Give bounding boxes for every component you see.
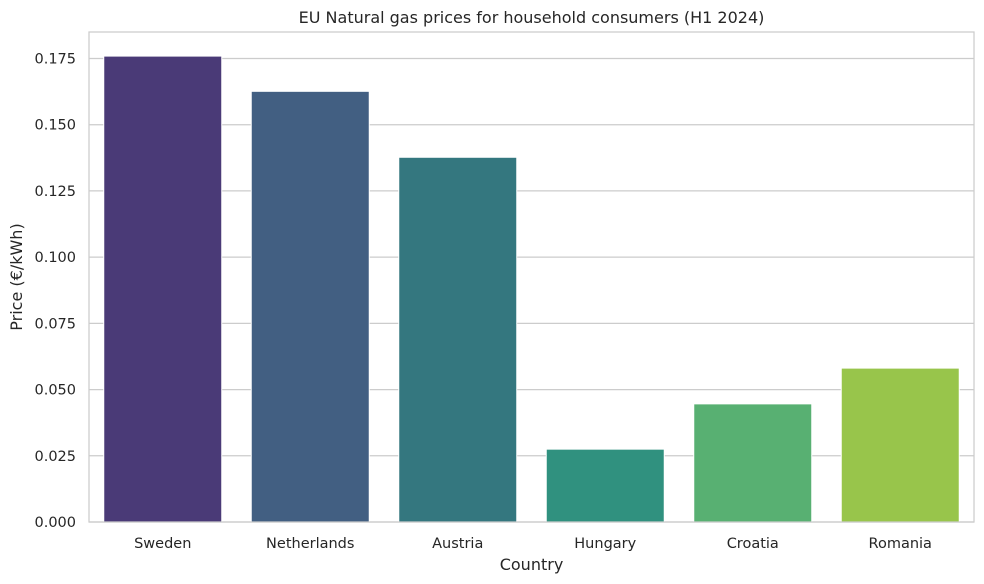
bar-hungary	[545, 448, 665, 523]
y-tick-label: 0.050	[34, 383, 76, 399]
bar-romania	[840, 367, 960, 523]
y-axis-label: Price (€/kWh)	[7, 223, 26, 330]
x-tick-label: Romania	[869, 536, 932, 552]
y-tick-label: 0.025	[34, 449, 76, 465]
gridlines	[89, 57, 974, 523]
y-tick-label: 0.075	[34, 316, 76, 332]
bar-sweden	[103, 55, 223, 523]
x-tick-labels: Sweden Netherlands Austria Hungary Croatia Ro…	[134, 536, 932, 552]
bars	[103, 55, 960, 523]
x-tick-label: Croatia	[727, 536, 779, 552]
bar-netherlands	[250, 90, 370, 523]
bar-austria	[398, 156, 518, 523]
x-tick-label: Netherlands	[266, 536, 354, 552]
chart-title: EU Natural gas prices for household cons…	[299, 8, 765, 27]
y-tick-label: 0.000	[34, 515, 76, 531]
y-tick-label: 0.100	[34, 250, 76, 266]
y-tick-labels: 0.000 0.025 0.050 0.075 0.100 0.125 0.150 0.175	[34, 51, 76, 531]
x-tick-label: Sweden	[134, 536, 191, 552]
y-tick-label: 0.175	[34, 51, 76, 67]
x-axis-label: Country	[500, 555, 564, 574]
bar-croatia	[693, 403, 813, 523]
plot-frame	[88, 31, 975, 523]
y-tick-label: 0.150	[34, 118, 76, 134]
x-tick-label: Hungary	[574, 536, 636, 552]
y-tick-label: 0.125	[34, 184, 76, 200]
x-tick-label: Austria	[432, 536, 483, 552]
